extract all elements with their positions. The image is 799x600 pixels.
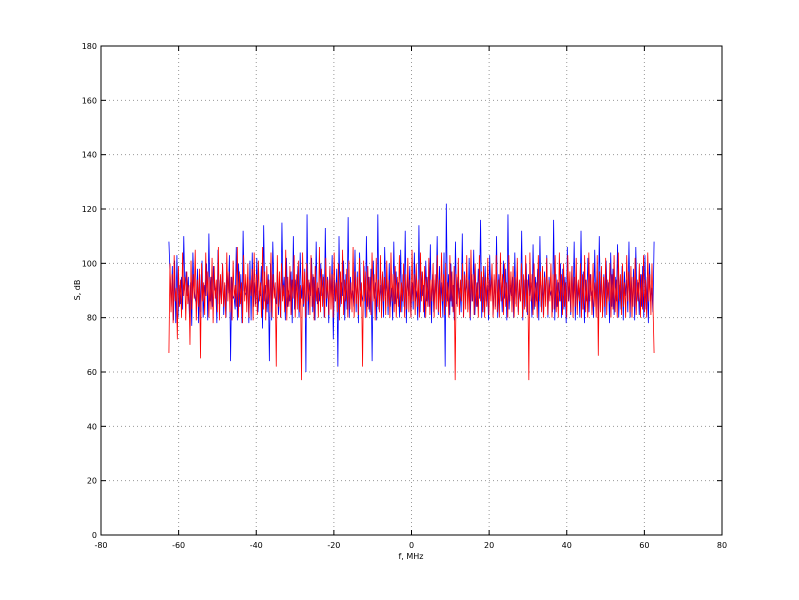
y-tick-label: 80 <box>87 314 97 323</box>
x-tick-label: -80 <box>94 541 107 550</box>
series-line-red <box>168 247 655 381</box>
y-tick-label: 180 <box>82 42 97 51</box>
x-tick-label: 0 <box>409 541 414 550</box>
x-tick-label: -40 <box>250 541 263 550</box>
y-tick-label: 0 <box>92 531 97 540</box>
x-tick-label: 20 <box>484 541 494 550</box>
series-layer <box>168 203 655 381</box>
x-tick-label: -20 <box>327 541 340 550</box>
y-tick-label: 40 <box>87 422 97 431</box>
x-tick-label: 80 <box>717 541 727 550</box>
x-axis-label: f, MHz <box>398 552 423 561</box>
x-tick-label: 40 <box>562 541 572 550</box>
y-tick-label: 140 <box>82 151 97 160</box>
x-tick-label: -60 <box>172 541 185 550</box>
x-tick-label: 60 <box>639 541 649 550</box>
y-tick-label: 60 <box>87 368 97 377</box>
y-tick-label: 120 <box>82 205 97 214</box>
tick-labels: -80 -60 -40 -20 0 20 40 60 80 0 20 40 60 80 100 120 140 1… <box>82 42 727 550</box>
y-axis-label: S, dB <box>73 280 82 301</box>
y-tick-label: 20 <box>87 477 97 486</box>
axis-ticks <box>100 45 723 536</box>
y-tick-label: 100 <box>82 259 97 268</box>
y-tick-label: 160 <box>82 96 97 105</box>
